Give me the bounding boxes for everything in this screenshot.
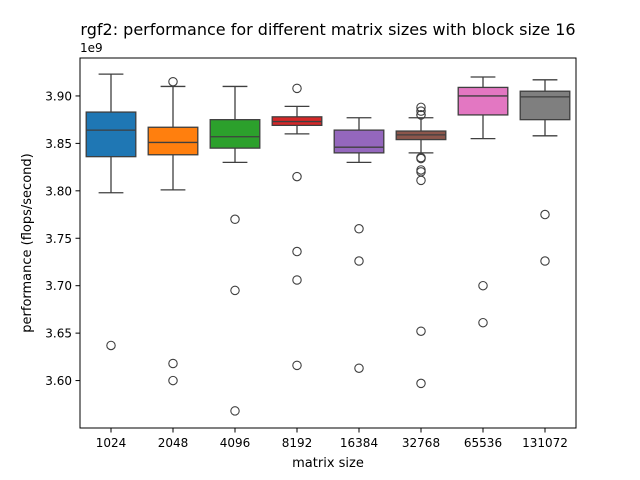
- x-tick-label: 65536: [464, 436, 502, 450]
- outlier-point: [416, 167, 426, 177]
- y-tick-label: 3.75: [45, 232, 72, 246]
- y-tick-label: 3.70: [45, 279, 72, 293]
- outlier-point: [168, 375, 178, 386]
- outlier-point: [416, 175, 426, 186]
- outlier-point: [540, 256, 550, 266]
- x-tick-label: 1024: [96, 436, 127, 450]
- outlier-point: [292, 246, 302, 257]
- box-32768: [395, 102, 447, 389]
- x-tick-label: 16384: [340, 436, 378, 450]
- outlier-point: [416, 153, 426, 164]
- y-tick-label: 3.60: [45, 374, 72, 388]
- x-tick-label: 131072: [522, 436, 568, 450]
- box-2048: [147, 76, 199, 386]
- x-axis-label: matrix size: [292, 456, 364, 471]
- box-65536: [457, 76, 509, 328]
- box-131072: [519, 79, 571, 266]
- y-axis: 3.60 3.65 3.70 3.75 3.80 3.85 3.90: [45, 89, 80, 388]
- outlier-point: [354, 224, 364, 234]
- box-8192: [271, 83, 323, 371]
- outlier-point: [416, 326, 426, 336]
- plot-area: [85, 73, 571, 416]
- x-axis: 1024 2048 4096 8192 16384 32768 65536 131072: [96, 428, 568, 450]
- y-offset-label: 1e9: [80, 41, 103, 55]
- iqr-box: [85, 111, 137, 158]
- y-tick-label: 3.80: [45, 184, 72, 198]
- outlier-point: [354, 256, 364, 266]
- x-tick-label: 2048: [158, 436, 189, 450]
- outlier-point: [478, 317, 488, 328]
- outlier-point: [292, 275, 302, 285]
- y-tick-label: 3.85: [45, 137, 72, 151]
- outlier-point: [416, 106, 426, 116]
- iqr-box: [457, 86, 509, 116]
- outlier-point: [354, 363, 364, 373]
- iqr-box: [333, 129, 385, 154]
- outlier-point: [168, 358, 178, 369]
- iqr-box: [147, 126, 199, 156]
- iqr-box: [519, 90, 571, 121]
- y-axis-label: performance (flops/second): [20, 153, 35, 332]
- x-tick-label: 8192: [282, 436, 313, 450]
- outlier-point: [292, 360, 302, 371]
- x-tick-label: 4096: [220, 436, 251, 450]
- outlier-point: [416, 102, 426, 113]
- y-tick-label: 3.90: [45, 89, 72, 103]
- outlier-point: [540, 209, 550, 220]
- x-tick-label: 32768: [402, 436, 440, 450]
- outlier-point: [478, 280, 488, 291]
- outlier-point: [230, 406, 240, 416]
- box-16384: [333, 117, 385, 373]
- outlier-point: [106, 340, 116, 351]
- outlier-point: [230, 214, 240, 225]
- outlier-point: [168, 76, 178, 87]
- box-1024: [85, 73, 137, 351]
- outlier-point: [416, 110, 426, 120]
- outlier-point: [292, 171, 302, 182]
- y-tick-label: 3.65: [45, 327, 72, 341]
- outlier-point: [416, 165, 426, 175]
- outlier-point: [230, 285, 240, 296]
- outlier-point: [292, 83, 302, 94]
- outlier-point: [416, 378, 426, 389]
- plot-frame: [79, 57, 577, 429]
- iqr-box: [209, 119, 261, 149]
- box-4096: [209, 85, 261, 416]
- chart-title: rgf2: performance for different matrix s…: [80, 20, 575, 39]
